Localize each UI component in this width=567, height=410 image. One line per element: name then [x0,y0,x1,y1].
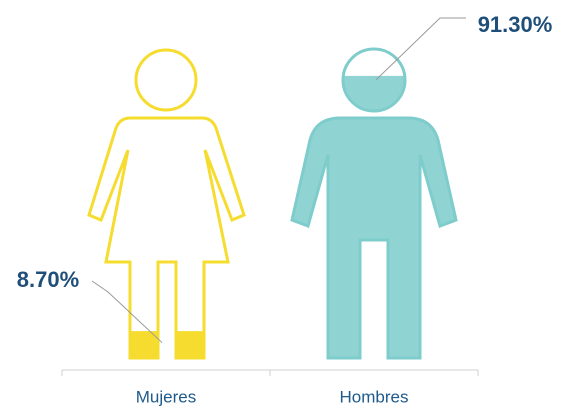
leader-line [375,17,466,81]
leader-line [91,280,163,343]
man-outline [290,47,458,360]
value-label: 91.30% [478,12,553,37]
value-label: 8.70% [17,267,79,292]
axis [61,369,479,376]
woman-outline [87,48,246,360]
category-label: Hombres [340,387,409,406]
icon-fill [89,331,244,358]
category-label: Mujeres [136,387,196,406]
